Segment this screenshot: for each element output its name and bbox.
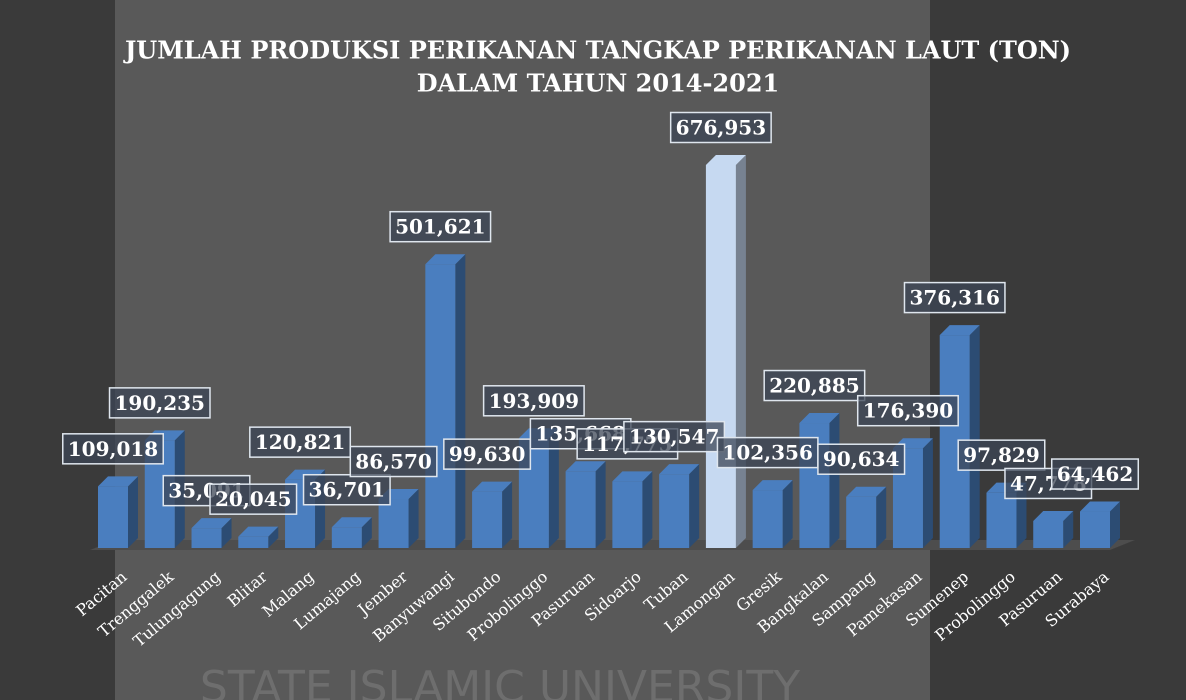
bar-side <box>783 480 793 548</box>
bar <box>753 490 783 548</box>
data-label-text: 90,634 <box>823 447 900 471</box>
data-label: 90,634 <box>818 444 905 474</box>
data-label-text: 36,701 <box>309 478 386 502</box>
bar <box>566 471 596 548</box>
data-label: 64,462 <box>1052 459 1139 489</box>
bar-side <box>642 471 652 548</box>
data-label: 86,570 <box>350 447 437 477</box>
bar <box>659 474 689 548</box>
bar <box>1033 521 1063 548</box>
data-label: 376,316 <box>904 283 1004 313</box>
data-label-text: 120,821 <box>255 430 345 454</box>
data-label-text: 99,630 <box>449 442 526 466</box>
data-label: 676,953 <box>671 113 771 143</box>
data-label: 36,701 <box>304 475 391 505</box>
data-label-text: 97,829 <box>963 443 1040 467</box>
data-label-text: 676,953 <box>676 116 766 140</box>
data-label-text: 130,547 <box>629 425 719 449</box>
data-label: 193,909 <box>484 386 584 416</box>
data-label-text: 64,462 <box>1057 462 1134 486</box>
data-label: 97,829 <box>958 440 1045 470</box>
data-label-text: 109,018 <box>68 437 158 461</box>
bar-side <box>455 254 465 548</box>
bar <box>192 528 222 548</box>
bar <box>1080 512 1110 548</box>
bar-side <box>876 487 886 548</box>
data-label-text: 220,885 <box>769 374 859 398</box>
bar-side <box>596 461 606 548</box>
bar <box>425 264 455 548</box>
chart: STATE ISLAMIC UNIVERSITY JUMLAH PRODUKSI… <box>0 0 1186 700</box>
data-label-text: 193,909 <box>489 389 579 413</box>
chart-title: JUMLAH PRODUKSI PERIKANAN TANGKAP PERIKA… <box>123 36 1071 65</box>
data-label-text: 376,316 <box>909 286 999 310</box>
bar <box>706 165 736 548</box>
bar <box>612 481 642 548</box>
watermark: STATE ISLAMIC UNIVERSITY <box>200 662 800 700</box>
data-label: 176,390 <box>858 396 958 426</box>
data-label: 190,235 <box>110 388 210 418</box>
bar-side <box>128 476 138 548</box>
data-label: 109,018 <box>63 434 163 464</box>
data-label: 120,821 <box>250 427 350 457</box>
bar <box>472 492 502 548</box>
bar-side <box>923 438 933 548</box>
bar-side <box>409 489 419 548</box>
bar <box>379 499 409 548</box>
bar-side <box>829 413 839 548</box>
data-label: 99,630 <box>444 439 531 469</box>
chart-title: DALAM TAHUN 2014-2021 <box>417 69 779 98</box>
bar <box>986 493 1016 548</box>
bar-side <box>502 482 512 548</box>
bar <box>238 537 268 548</box>
data-label-text: 176,390 <box>863 399 953 423</box>
data-label: 102,356 <box>717 438 817 468</box>
data-label-text: 501,621 <box>395 215 485 239</box>
data-label: 130,547 <box>624 422 724 452</box>
data-label: 501,621 <box>390 212 490 242</box>
data-label: 20,045 <box>210 484 297 514</box>
bar <box>332 527 362 548</box>
bar-side <box>736 155 746 548</box>
data-label-text: 20,045 <box>215 487 292 511</box>
bar-side <box>970 325 980 548</box>
data-label-text: 102,356 <box>722 441 812 465</box>
bar <box>98 486 128 548</box>
data-label: 220,885 <box>764 371 864 401</box>
data-label-text: 190,235 <box>115 391 205 415</box>
bar <box>846 497 876 548</box>
data-label-text: 86,570 <box>355 450 432 474</box>
bar-side <box>689 464 699 548</box>
